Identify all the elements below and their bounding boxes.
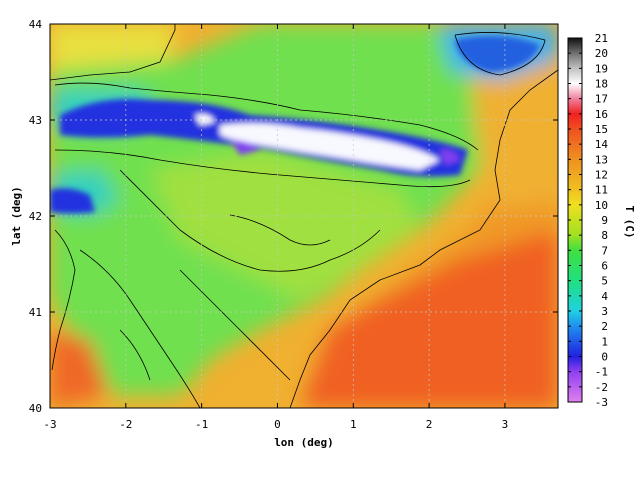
colorbar-tick-label: 9 bbox=[601, 214, 608, 227]
colorbar-tick-label: 19 bbox=[595, 62, 608, 75]
colorbar-tick-label: 6 bbox=[601, 260, 608, 273]
colorbar-label: T (C) bbox=[623, 205, 636, 238]
colorbar-tick-label: 7 bbox=[601, 244, 608, 257]
x-tick-label: -2 bbox=[119, 418, 132, 431]
y-tick-label: 40 bbox=[29, 402, 42, 415]
colorbar-tick-label: 13 bbox=[595, 153, 608, 166]
grid-lines bbox=[50, 24, 558, 408]
colorbar-tick-label: 8 bbox=[601, 229, 608, 242]
x-tick-label: 3 bbox=[502, 418, 509, 431]
y-tick-label: 43 bbox=[29, 114, 42, 127]
colorbar-tick-label: 14 bbox=[595, 138, 609, 151]
colorbar-tick-label: 16 bbox=[595, 108, 608, 121]
colorbar-tick-label: 4 bbox=[601, 290, 608, 303]
x-axis-label: lon (deg) bbox=[274, 436, 334, 449]
contour-pyrenees-north bbox=[54, 82, 479, 151]
colorbar-tick-label: 18 bbox=[595, 78, 608, 91]
colorbar-tick-label: -3 bbox=[595, 396, 608, 409]
contour-south-1 bbox=[79, 249, 201, 408]
colorbar-tick-label: 0 bbox=[601, 351, 608, 364]
x-tick-label: 0 bbox=[274, 418, 281, 431]
x-tick-label: 1 bbox=[350, 418, 357, 431]
y-tick-label: 41 bbox=[29, 306, 42, 319]
contour-coastline-north bbox=[50, 24, 176, 81]
colorbar-tick-label: -2 bbox=[595, 381, 608, 394]
colorbar-tick-label: 1 bbox=[601, 335, 608, 348]
colorbar-tick-label: 11 bbox=[595, 184, 608, 197]
x-axis-ticks: -3 -2 -1 0 1 2 3 bbox=[43, 24, 508, 431]
contour-central-2 bbox=[229, 214, 331, 246]
temperature-field bbox=[50, 24, 558, 408]
y-tick-label: 42 bbox=[29, 210, 42, 223]
colorbar-tick-label: 3 bbox=[601, 305, 608, 318]
contour-pyrenees-south bbox=[54, 149, 471, 188]
y-tick-label: 44 bbox=[29, 18, 43, 31]
colorbar-tick-label: 20 bbox=[595, 47, 608, 60]
colorbar-tick-label: 10 bbox=[595, 199, 608, 212]
x-tick-label: -3 bbox=[43, 418, 56, 431]
colorbar-tick-label: 12 bbox=[595, 169, 608, 182]
y-axis-label: lat (deg) bbox=[10, 186, 23, 246]
y-axis-ticks: 40 41 42 43 44 bbox=[29, 18, 558, 415]
x-tick-label: 2 bbox=[426, 418, 433, 431]
colorbar-tick-label: 17 bbox=[595, 93, 608, 106]
colorbar-tick-label: 21 bbox=[595, 32, 608, 45]
pyrenees-cold-band bbox=[50, 36, 540, 214]
x-tick-label: -1 bbox=[195, 418, 208, 431]
colorbar-tick-label: -1 bbox=[595, 366, 608, 379]
colorbar-tick-label: 5 bbox=[601, 275, 608, 288]
contour-central-1 bbox=[119, 169, 381, 272]
colorbar-tick-label: 15 bbox=[595, 123, 608, 136]
contour-west bbox=[51, 229, 76, 371]
contour-south-3 bbox=[119, 329, 151, 381]
contour-south-2 bbox=[179, 269, 291, 381]
contour-ne-sea bbox=[454, 32, 546, 76]
colorbar-tick-label: 2 bbox=[601, 320, 608, 333]
